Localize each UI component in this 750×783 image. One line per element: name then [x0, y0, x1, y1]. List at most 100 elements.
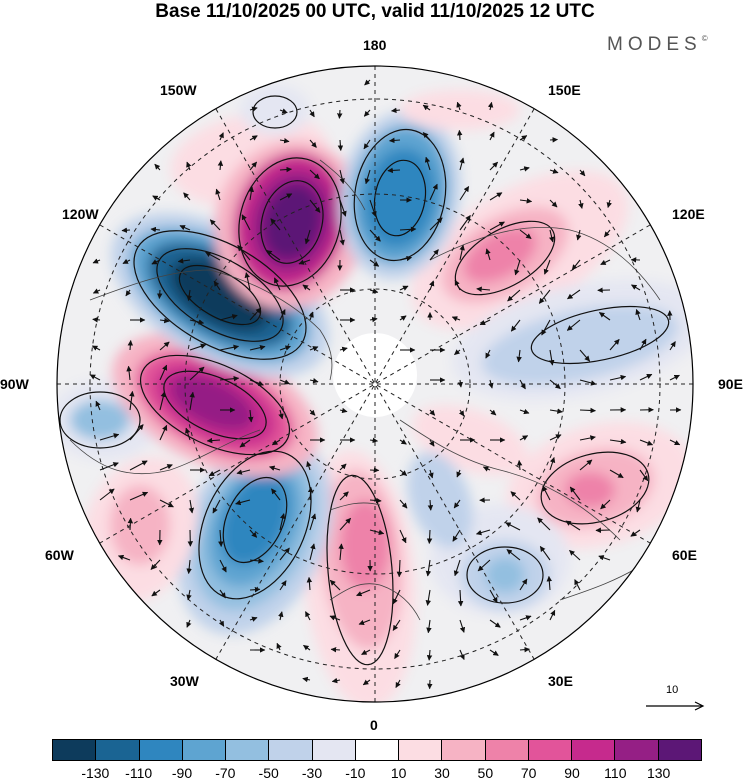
wind-vector-arrow	[399, 469, 408, 476]
wind-vector-arrow	[519, 198, 533, 204]
wind-vector-arrow	[392, 589, 401, 605]
wind-vector-arrow	[279, 580, 287, 591]
wind-vector-arrow	[364, 79, 371, 86]
wind-vector-arrow	[129, 424, 144, 441]
wind-vector-arrow	[549, 456, 556, 471]
wind-vector-arrow	[579, 379, 597, 386]
wind-vector-arrow	[549, 609, 556, 621]
wind-vector-arrow	[396, 559, 403, 578]
wind-vector-arrow	[569, 486, 581, 501]
wind-vector-arrow	[273, 277, 281, 291]
wind-vector-arrow	[369, 259, 380, 267]
wind-vector-arrow	[338, 543, 344, 561]
wind-vector-arrow	[219, 559, 227, 573]
wind-vector-arrow	[579, 349, 591, 362]
wind-vector-arrow	[99, 433, 120, 441]
wind-vector-arrow	[576, 229, 582, 241]
wind-vector-arrow	[482, 466, 491, 472]
wind-vector-arrow	[189, 366, 205, 381]
wind-vector-arrow	[249, 379, 264, 386]
wind-vector-arrow	[186, 161, 192, 171]
colorbar-tick-label: 110	[604, 765, 627, 781]
wind-vector-arrow	[219, 344, 240, 351]
wind-vector-arrow	[516, 460, 523, 471]
wind-vector-arrow	[151, 589, 161, 597]
wind-vector-arrow	[276, 642, 282, 651]
wind-vector-arrow	[454, 349, 461, 356]
wind-vector-arrow	[92, 288, 101, 294]
wind-vector-arrow	[364, 169, 371, 185]
wind-vector-arrow	[304, 229, 311, 245]
wind-vector-arrow	[506, 549, 521, 561]
wind-vector-arrow	[630, 529, 641, 537]
colorbar-swatch	[269, 739, 313, 761]
colorbar-swatch	[182, 739, 227, 761]
wind-vector-arrow	[209, 219, 221, 231]
wind-vector-arrow	[129, 390, 135, 411]
wind-vector-arrow	[422, 132, 431, 141]
wind-vector-arrow	[507, 289, 521, 302]
wind-vector-arrow	[489, 649, 499, 656]
wind-vector-arrow	[218, 619, 225, 627]
wind-vector-arrow	[609, 374, 627, 381]
wind-vector-arrow	[428, 469, 434, 479]
wind-vector-arrow	[308, 311, 314, 321]
wind-vector-arrow	[510, 319, 521, 332]
wind-vector-arrow	[309, 409, 316, 416]
wind-vector-arrow	[159, 464, 173, 471]
wind-vector-arrow	[339, 463, 347, 471]
wind-vector-arrow	[356, 589, 371, 597]
wind-vector-arrow	[339, 199, 347, 217]
wind-vector-arrow	[279, 137, 290, 144]
wind-vector-arrow	[459, 619, 466, 633]
wind-vector-arrow	[159, 499, 174, 508]
wind-vector-arrow	[598, 312, 611, 321]
wind-vector-arrow	[479, 319, 491, 326]
colorbar-swatch	[355, 739, 400, 761]
anomaly-field	[57, 66, 693, 702]
wind-vector-arrow	[309, 139, 317, 148]
wind-vector-arrow	[369, 497, 382, 504]
wind-vector-arrow	[669, 374, 680, 381]
wind-vector-arrow	[213, 280, 221, 291]
wind-vector-arrow	[452, 529, 461, 542]
wind-vector-arrow	[579, 407, 596, 414]
wind-vector-arrow	[271, 488, 281, 501]
wind-vector-arrow	[519, 408, 530, 415]
wind-vector-arrow	[266, 249, 281, 261]
wind-vector-arrow	[269, 465, 281, 471]
wind-vector-arrow	[150, 226, 161, 233]
wind-vector-arrow	[548, 229, 555, 243]
wind-vector-arrow	[571, 259, 581, 271]
wind-vector-arrow	[639, 373, 653, 381]
wind-vector-arrow	[249, 135, 258, 141]
wind-vector-arrow	[249, 616, 258, 622]
wind-vector-arrow	[565, 520, 581, 531]
wind-vector-arrow	[395, 679, 401, 688]
wind-vectors	[89, 79, 682, 690]
wind-vector-arrow	[399, 439, 407, 445]
wind-vector-arrow	[537, 517, 551, 531]
wind-vector-arrow	[186, 559, 192, 575]
wind-vector-arrow	[475, 529, 491, 536]
wind-vector-arrow	[363, 109, 371, 117]
wind-vector-arrow	[541, 319, 551, 336]
wind-vector-arrow	[609, 469, 624, 479]
wind-vector-arrow	[303, 644, 311, 651]
wind-vector-arrow	[337, 109, 343, 119]
wind-vector-arrow	[458, 409, 465, 417]
wind-vector-arrow	[339, 169, 345, 185]
wind-vector-arrow	[330, 646, 341, 653]
wind-vector-arrow	[369, 437, 379, 444]
wind-vector-arrow	[424, 156, 431, 171]
wind-vector-arrow	[519, 615, 532, 621]
wind-vector-arrow	[159, 391, 166, 411]
lon-label-60w: 60W	[45, 547, 74, 563]
wind-vector-arrow	[189, 391, 195, 411]
wind-vector-arrow	[631, 284, 641, 291]
colorbar-tick-label: 50	[477, 765, 494, 781]
wind-vector-arrow	[453, 559, 461, 577]
lon-label-30e: 30E	[548, 673, 573, 689]
wind-vector-arrow	[306, 576, 313, 591]
colorbar-swatch	[528, 739, 573, 761]
